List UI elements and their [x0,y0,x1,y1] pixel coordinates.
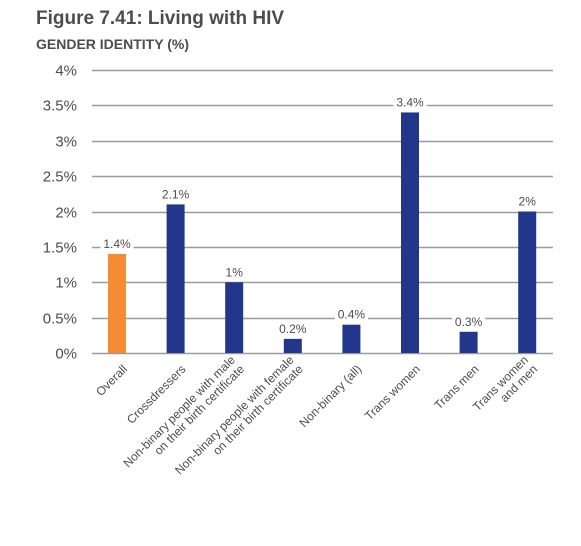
y-tick-label: 0.5% [43,311,77,328]
data-label: 0.2% [279,322,307,336]
data-label-backing [100,236,134,251]
data-label-backing [276,321,310,336]
bar [518,211,537,353]
data-label-backing [517,194,537,209]
x-tick-label: Overall [93,362,130,399]
bar [108,253,126,353]
bar [166,204,185,353]
data-label-backing [452,314,486,329]
bar [283,338,302,353]
y-tick-label: 3.5% [43,98,77,115]
x-tick-label-line: Non-binary (all) [296,362,364,430]
y-tick-label: 2.5% [43,169,77,186]
data-label: 1.4% [103,237,131,251]
data-label: 2.1% [162,187,190,201]
data-label-backing [159,187,193,202]
data-label: 0.4% [338,308,366,322]
chart-subtitle: GENDER IDENTITY (%) [36,36,189,52]
data-label-backing [224,265,244,280]
bar [401,112,419,353]
y-tick-label: 3% [55,134,77,151]
x-tick-label-line: Trans women [362,362,423,423]
data-label-backing [393,95,427,110]
y-tick-label: 1.5% [43,240,77,257]
y-tick-label: 4% [55,63,77,80]
bar [459,331,478,353]
bar [225,282,244,353]
data-label: 0.3% [455,315,483,329]
x-tick-label: Non-binary (all) [296,362,364,430]
x-tick-label: Trans women [362,362,423,423]
y-tick-label: 0% [55,346,77,363]
data-label: 1% [226,265,244,279]
y-tick-label: 1% [55,275,77,292]
chart-title: Figure 7.41: Living with HIV [36,8,285,29]
data-label: 3.4% [396,95,424,109]
bar [342,324,361,353]
y-tick-label: 2% [55,205,77,222]
x-tick-label-line: Overall [93,362,130,399]
data-label-backing [334,307,368,322]
data-label: 2% [519,195,537,209]
